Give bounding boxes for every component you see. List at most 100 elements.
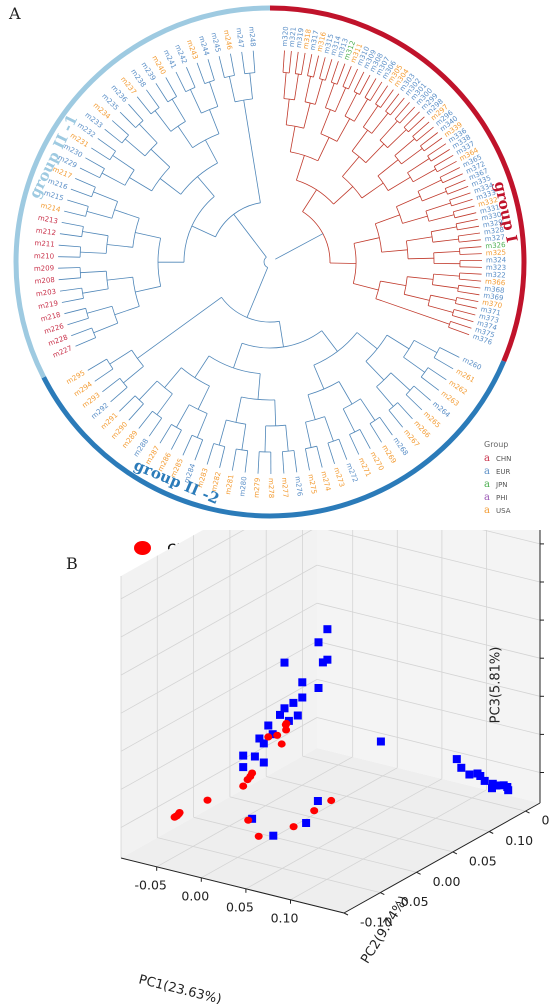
branch-group-ii-1 (70, 188, 92, 198)
branch-group-i (412, 121, 430, 137)
tip-label-group-i: m330 (481, 211, 502, 223)
branch-group-i (285, 99, 290, 125)
branch-group-i (453, 205, 475, 213)
gridline (229, 796, 453, 853)
branch-group-i (447, 186, 469, 195)
cultivated-point (281, 721, 290, 729)
branch-group-ii-1 (61, 222, 84, 227)
branch-group-i (379, 120, 398, 141)
branch-group-ii-1 (59, 287, 82, 292)
tip-label-group-ii-2: m282 (210, 471, 223, 493)
branch-group-i (437, 160, 457, 173)
branch-group-i (377, 175, 389, 191)
branch-group-i (451, 199, 473, 207)
branch-group-ii-2 (236, 448, 248, 452)
branch-group-i (283, 72, 287, 99)
branch-group-i (412, 168, 436, 183)
tip-label-group-i: m328 (483, 226, 504, 237)
tip-label-group-ii-1: m218 (40, 311, 62, 324)
wild-point (289, 698, 298, 707)
branch-group-i (344, 92, 358, 117)
branch-group-ii-1 (205, 139, 218, 164)
gridline (302, 755, 526, 812)
branch-group-ii-2 (87, 358, 107, 371)
tip-label-group-ii-1: m212 (35, 227, 56, 238)
branch-group-ii-1 (80, 270, 107, 274)
branch-group-ii-2 (356, 332, 378, 350)
branch-group-i (380, 89, 394, 108)
branch-group-ii-2 (102, 377, 121, 393)
branch-group-ii-2 (194, 439, 204, 461)
branch-group-ii-2 (365, 334, 388, 362)
cultivated-point (310, 807, 319, 815)
branch-group-ii-1 (106, 276, 133, 281)
branch-group-ii-1 (136, 96, 152, 115)
y-tick-label: 0.05 (469, 853, 497, 868)
branch-group-ii-1 (185, 87, 196, 93)
branch-group-ii-2 (305, 445, 317, 450)
tip-label-group-ii-2: m260 (461, 356, 483, 372)
branch-group-i (333, 186, 354, 205)
branch-group-i (375, 103, 381, 108)
branch-group-ii-1 (154, 110, 172, 132)
wild-point (314, 684, 323, 692)
gridline (120, 602, 318, 714)
branch-group-ii-2 (313, 364, 325, 390)
branch-group-ii-1 (85, 157, 105, 169)
circle-marker-icon (134, 541, 151, 555)
branch-group-i (390, 97, 405, 116)
branch-group-ii-1 (64, 307, 86, 315)
gridline (316, 564, 541, 621)
branch-group-i (307, 75, 314, 78)
branch-group-ii-2 (123, 365, 144, 384)
tip-label-group-i: m318 (302, 28, 313, 49)
legend-item-chn: a CHN (484, 453, 512, 464)
branch-group-ii-2 (433, 357, 454, 370)
branch-group-ii-1 (191, 225, 216, 238)
x-axis-label: PC1(23.63%) (137, 972, 223, 1004)
branch-group-i (375, 214, 400, 225)
branch-group-i (330, 61, 339, 83)
group-legend: Group a CHN a EUR a JPN a PHI a USA (484, 440, 511, 517)
branch-group-ii-1 (104, 128, 123, 144)
branch-group-i (381, 249, 408, 253)
tip-label-group-ii-1: m247 (235, 27, 246, 48)
wild-point (488, 784, 496, 793)
tip-label-group-ii-1: m216 (47, 177, 69, 192)
gridline (120, 679, 318, 790)
branch-group-i (406, 236, 433, 242)
panel-label-a: A (9, 4, 21, 23)
branch-group-ii-2 (403, 356, 425, 373)
branch-group-i (402, 215, 428, 224)
branch-group-ii-2 (376, 386, 394, 407)
group-ii-1-arc (13, 5, 271, 379)
branch-group-ii-1 (75, 178, 96, 188)
branch-group-ii-2 (170, 429, 182, 450)
branch-group-i (294, 51, 299, 74)
branch-group-ii-2 (176, 404, 190, 428)
tip-label-group-ii-1: m215 (43, 189, 65, 203)
tip-label-group-i: m368 (484, 285, 505, 295)
tip-label-group-i: m327 (484, 233, 505, 243)
branch-group-i (407, 257, 435, 260)
branch-group-ii-2 (182, 435, 193, 456)
branch-group-ii-1 (132, 277, 140, 307)
branch-group-i (396, 195, 421, 207)
back-pane (317, 530, 540, 803)
gridline (481, 530, 541, 545)
wild-point (323, 625, 332, 634)
root-branch (246, 267, 269, 318)
branch-group-ii-2 (109, 349, 132, 365)
left-pane (121, 530, 317, 858)
x-tick-label: -0.05 (135, 877, 167, 892)
branch-group-ii-1 (97, 138, 116, 152)
branch-group-ii-2 (379, 416, 393, 436)
branch-group-ii-1 (86, 305, 113, 314)
branch-group-ii-2 (218, 419, 227, 446)
branch-group-i (399, 106, 415, 124)
branch-group-i (458, 284, 481, 289)
branch-group-ii-1 (204, 79, 215, 84)
wild-point (452, 755, 461, 764)
branch-group-ii-1 (111, 120, 129, 136)
